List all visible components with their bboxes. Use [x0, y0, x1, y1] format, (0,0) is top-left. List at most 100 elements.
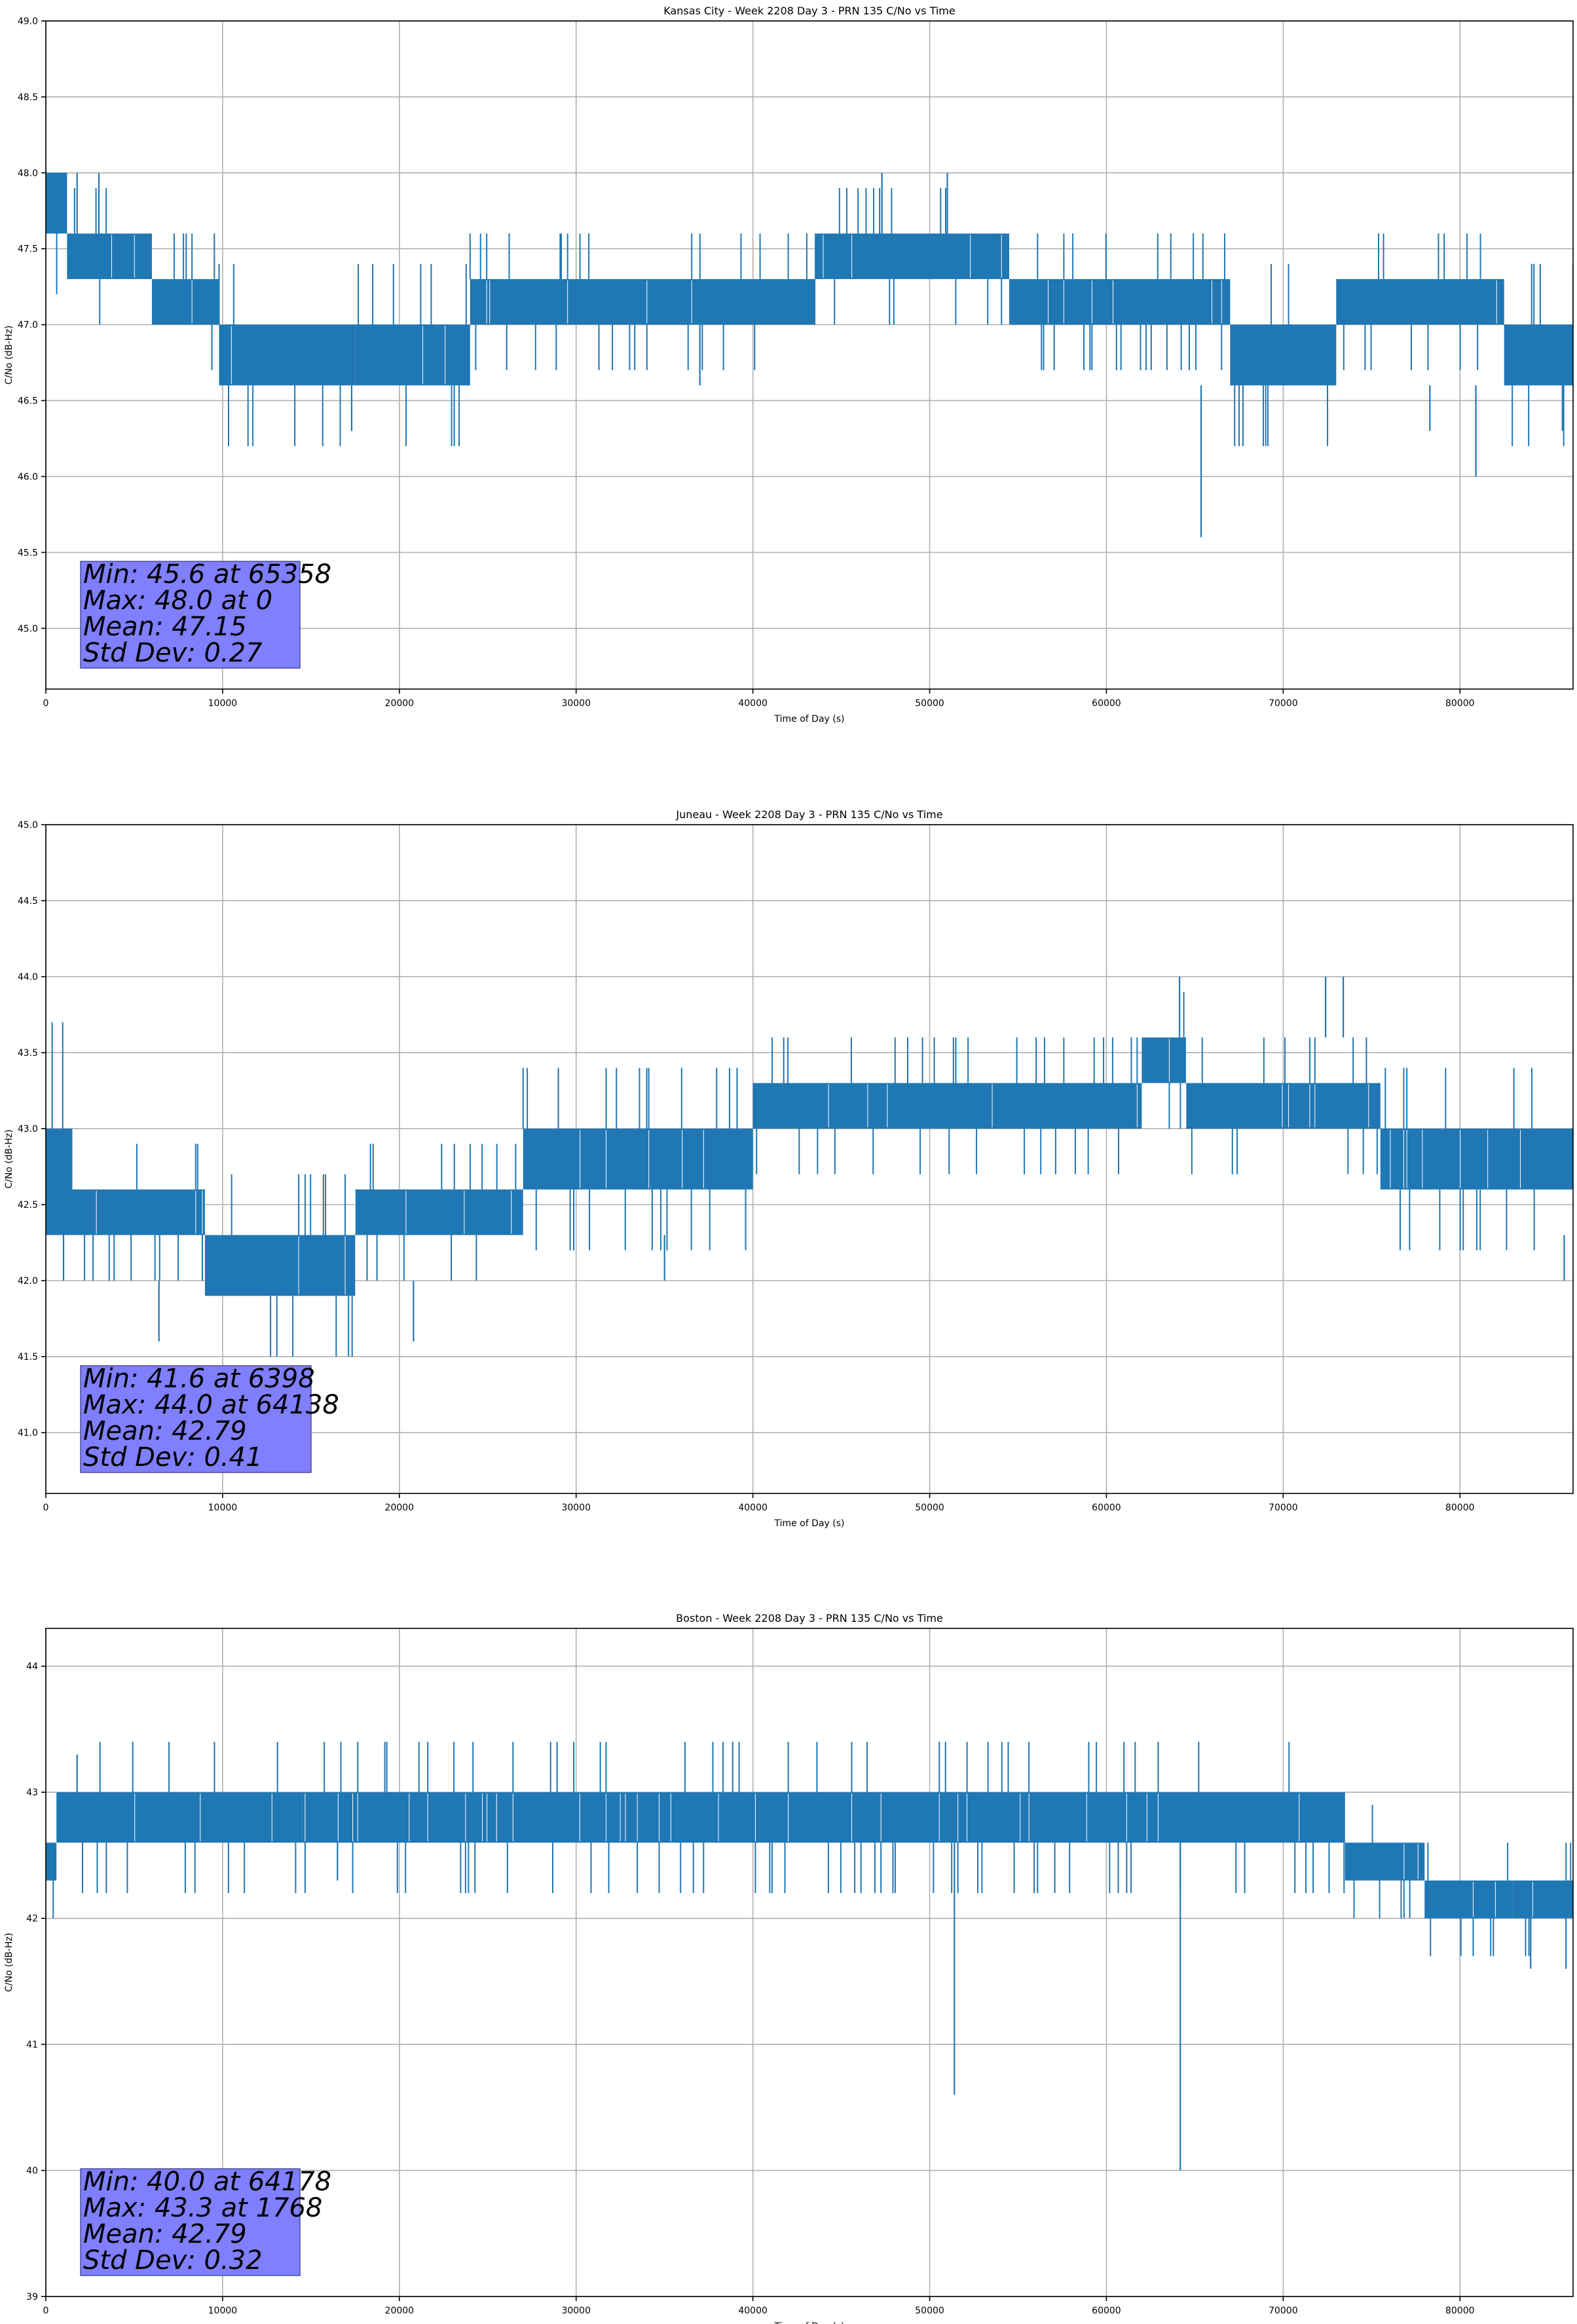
- chart-title: Kansas City - Week 2208 Day 3 - PRN 135 …: [663, 5, 955, 17]
- y-tick-label: 44: [26, 1662, 38, 1672]
- y-tick-label: 45.5: [18, 548, 38, 558]
- stats-line: Min: 41.6 at 6398: [83, 1364, 315, 1394]
- y-tick-label: 44.0: [18, 972, 38, 983]
- stats-line: Max: 48.0 at 0: [83, 586, 272, 616]
- data-band: [56, 1792, 303, 1843]
- y-tick-label: 46.0: [18, 472, 38, 482]
- x-tick-label: 20000: [385, 2306, 415, 2316]
- stats-box-bg: [80, 2168, 301, 2276]
- chart-title: Juneau - Week 2208 Day 3 - PRN 135 C/No …: [675, 808, 942, 821]
- y-tick-label: 49.0: [18, 16, 38, 27]
- axes-frame: [45, 824, 1574, 1494]
- y-axis-label: C/No (dB-Hz): [4, 1129, 14, 1188]
- data-band: [46, 172, 67, 234]
- data-band: [46, 1129, 73, 1235]
- data-band: [67, 233, 152, 280]
- x-tick-label: 0: [43, 1503, 49, 1513]
- x-tick-label: 10000: [208, 1503, 238, 1513]
- stats-box-bg: [80, 561, 301, 669]
- data-band: [204, 1235, 356, 1296]
- y-tick-label: 47.0: [18, 320, 38, 331]
- y-tick-label: 45.0: [18, 820, 38, 831]
- series-line: [46, 172, 1573, 538]
- stats-line: Max: 43.3 at 1768: [83, 2193, 322, 2223]
- data-band: [1380, 1129, 1573, 1190]
- data-band: [302, 1792, 497, 1843]
- x-tick-label: 80000: [1445, 1503, 1475, 1513]
- x-tick-label: 60000: [1092, 1503, 1121, 1513]
- data-band: [752, 1083, 1045, 1129]
- data-band: [355, 1189, 523, 1235]
- y-tick-label: 48.0: [18, 168, 38, 179]
- x-tick-label: 30000: [561, 2306, 591, 2316]
- x-tick-label: 80000: [1445, 698, 1475, 709]
- y-tick-label: 48.5: [18, 92, 38, 103]
- y-tick-label: 46.5: [18, 396, 38, 407]
- data-band: [1513, 1880, 1573, 1919]
- stats-line: Max: 44.0 at 64138: [83, 1390, 339, 1420]
- x-tick-label: 30000: [561, 1503, 591, 1513]
- data-band: [46, 1843, 57, 1881]
- x-tick-label: 20000: [385, 698, 415, 709]
- chart-0: 0 10000 20000 30000 40000 50000 60000 70000 8000…: [4, 5, 1574, 724]
- data-band: [1336, 279, 1504, 325]
- y-tick-label: 43.0: [18, 1124, 38, 1134]
- data-band: [151, 279, 219, 325]
- data-band: [1185, 1083, 1381, 1129]
- x-tick-label: 70000: [1269, 1503, 1298, 1513]
- x-axis-label: Time of Day (s): [774, 2321, 845, 2324]
- x-tick-label: 70000: [1269, 2306, 1298, 2316]
- stats-line: Mean: 47.15: [83, 612, 247, 642]
- y-tick-label: 45.0: [18, 624, 38, 634]
- x-tick-label: 50000: [915, 2306, 944, 2316]
- stats-line: Std Dev: 0.32: [83, 2245, 263, 2276]
- y-tick-label: 47.5: [18, 244, 38, 255]
- x-tick-label: 30000: [561, 698, 591, 709]
- data-band: [355, 324, 470, 386]
- chart-2: 0 10000 20000 30000 40000 50000 60000 70000 8000…: [4, 1612, 1574, 2324]
- data-band: [682, 1129, 753, 1190]
- y-tick-label: 39: [26, 2292, 38, 2302]
- x-tick-label: 20000: [385, 1503, 415, 1513]
- y-tick-label: 44.5: [18, 896, 38, 907]
- x-tick-label: 40000: [738, 698, 768, 709]
- x-tick-label: 50000: [915, 1503, 944, 1513]
- data-band: [523, 1129, 682, 1190]
- x-tick-label: 0: [43, 698, 49, 709]
- data-band: [788, 1792, 1089, 1843]
- stats-line: Mean: 42.79: [83, 2219, 247, 2249]
- data-band: [470, 279, 815, 325]
- x-tick-label: 60000: [1092, 698, 1121, 709]
- x-axis-label: Time of Day (s): [774, 1518, 845, 1529]
- y-tick-label: 42.5: [18, 1200, 38, 1210]
- series-line: [46, 977, 1573, 1357]
- stats-line: Mean: 42.79: [83, 1416, 247, 1446]
- data-band: [1088, 1792, 1345, 1843]
- x-tick-label: 50000: [915, 698, 944, 709]
- y-tick-label: 43.5: [18, 1048, 38, 1059]
- stats-box-bg: [80, 1365, 312, 1473]
- data-band: [815, 233, 1009, 280]
- stats-line: Std Dev: 0.41: [83, 1442, 263, 1472]
- data-band: [1009, 279, 1231, 325]
- data-band: [1044, 1083, 1142, 1129]
- chart-1: 0 10000 20000 30000 40000 50000 60000 70000 8000…: [4, 808, 1574, 1529]
- y-axis-label: C/No (dB-Hz): [4, 326, 14, 384]
- data-band: [496, 1792, 788, 1843]
- stats-line: Std Dev: 0.27: [83, 638, 263, 668]
- series-line: [46, 1742, 1573, 2171]
- data-band: [1141, 1037, 1186, 1083]
- x-tick-label: 40000: [738, 2306, 768, 2316]
- data-band: [1424, 1880, 1513, 1919]
- y-tick-label: 40: [26, 2166, 38, 2177]
- y-tick-label: 41: [26, 2040, 38, 2050]
- x-tick-label: 10000: [208, 698, 238, 709]
- y-tick-label: 41.5: [18, 1352, 38, 1362]
- y-tick-label: 42: [26, 1914, 38, 1924]
- y-tick-label: 41.0: [18, 1428, 38, 1438]
- y-tick-label: 42.0: [18, 1276, 38, 1286]
- axes-frame: [45, 1628, 1574, 2297]
